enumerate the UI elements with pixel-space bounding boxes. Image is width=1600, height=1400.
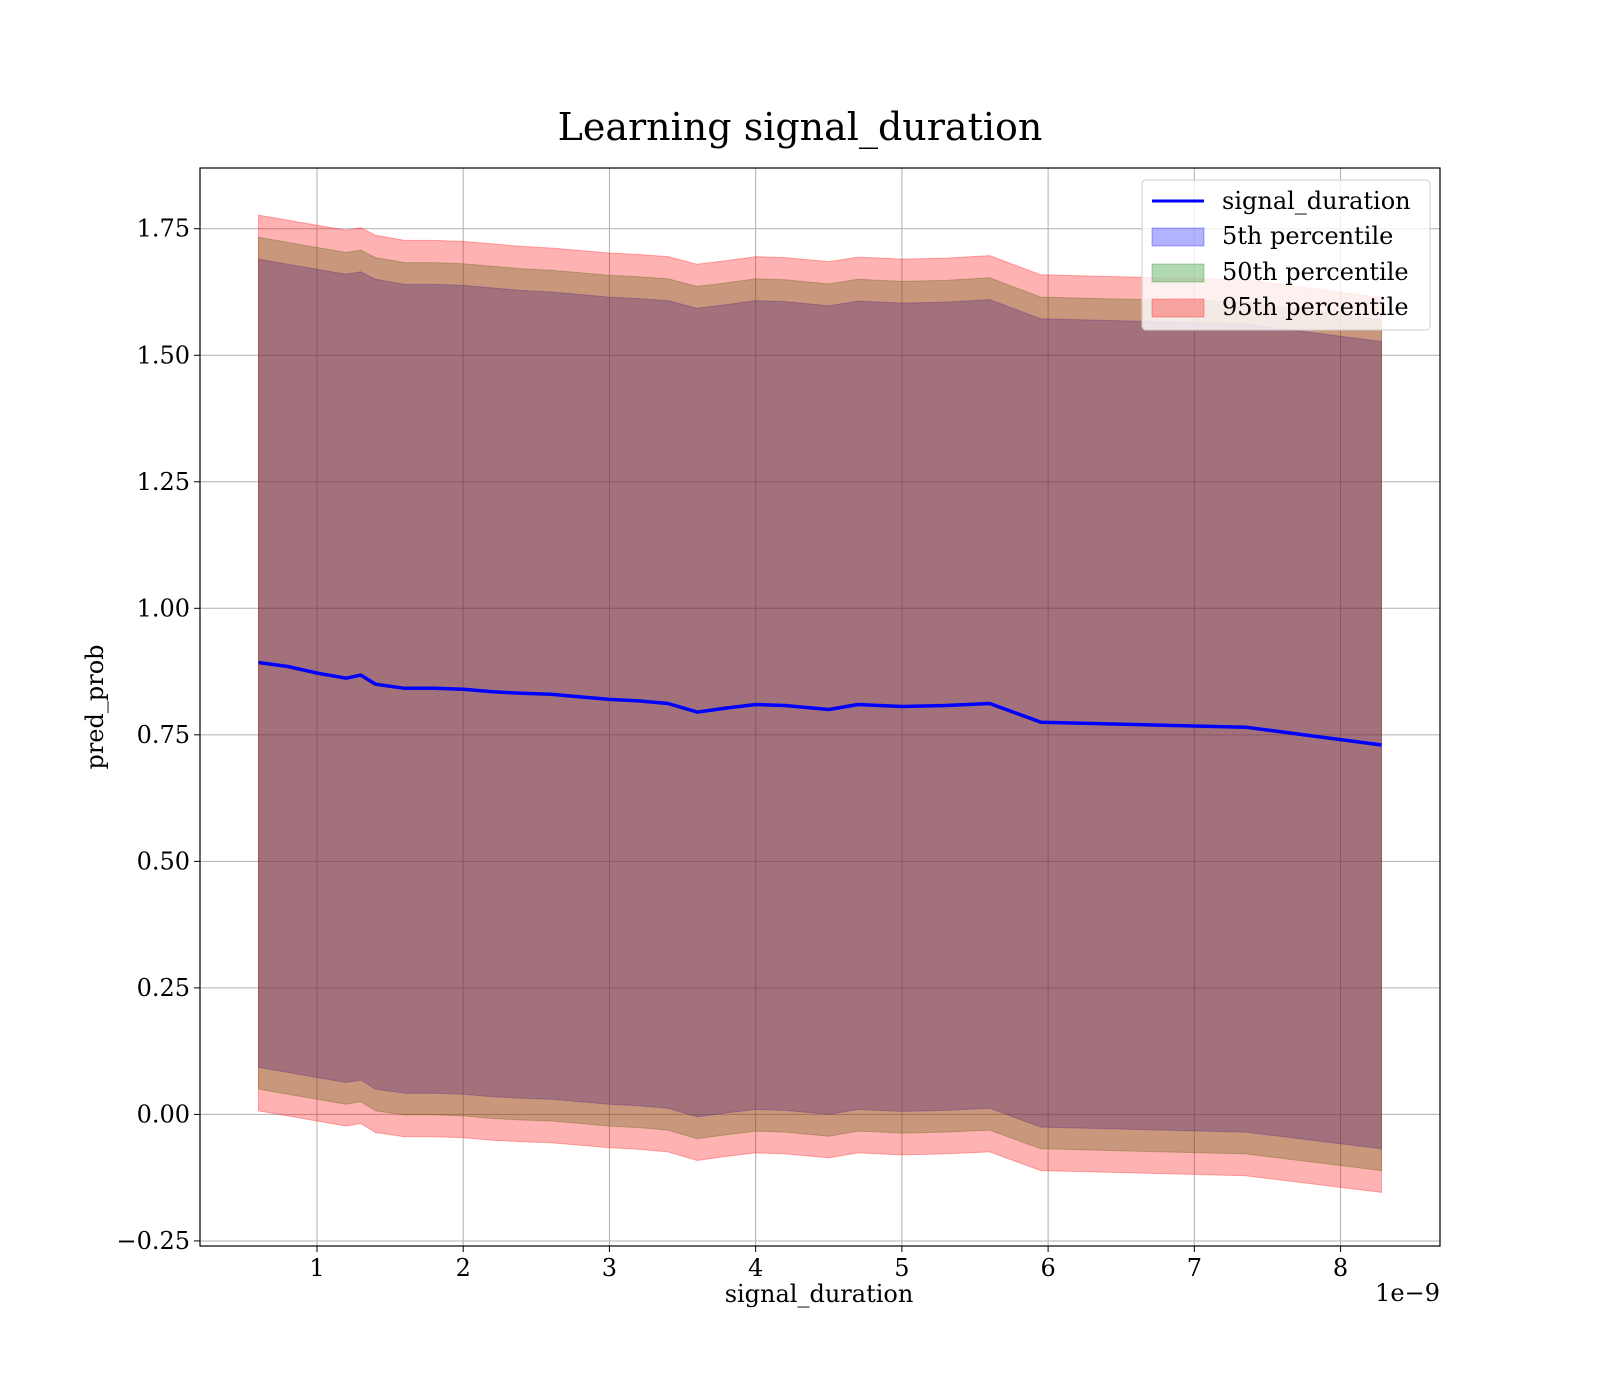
percentile-bands	[258, 214, 1382, 1193]
x-offset-label: 1e−9	[1375, 1279, 1440, 1307]
legend-label: signal_duration	[1222, 187, 1411, 215]
y-tick-label: 0.00	[137, 1100, 190, 1128]
legend: signal_duration 5th percentile 50th perc…	[1141, 179, 1431, 331]
legend-label: 95th percentile	[1222, 293, 1409, 321]
legend-frame	[1141, 179, 1431, 331]
series-line-signal_duration	[258, 660, 1382, 747]
x-tick-label: 8	[1333, 1254, 1348, 1282]
x-tick-label: 7	[1187, 1254, 1202, 1282]
axis-ticks: 1 2 3 4 5 6 7 8 −0.25 0.00 0.25 0.50 0.75 1.00 1.25 1.5…	[116, 215, 1348, 1282]
y-tick-label: −0.25	[116, 1227, 190, 1255]
y-tick-label: 1.00	[137, 594, 190, 622]
legend-swatch-50th	[1151, 263, 1205, 283]
x-tick-label: 6	[1040, 1254, 1055, 1282]
band-5th-percentile	[258, 258, 1382, 1150]
y-tick-label: 0.50	[137, 847, 190, 875]
y-tick-label: 0.75	[137, 721, 190, 749]
y-tick-label: 1.25	[137, 468, 190, 496]
legend-label: 50th percentile	[1222, 258, 1409, 286]
mean-line	[258, 660, 1382, 747]
y-tick-label: 1.75	[137, 215, 190, 243]
grid	[200, 168, 1440, 1246]
legend-label: 5th percentile	[1222, 222, 1393, 250]
plot-frame	[199, 167, 1441, 1247]
legend-swatch-95th	[1151, 298, 1205, 318]
x-tick-label: 2	[456, 1254, 471, 1282]
band-50th-percentile	[258, 236, 1382, 1172]
chart-title: Learning signal_duration	[558, 105, 1043, 150]
x-tick-label: 1	[309, 1254, 324, 1282]
x-tick-label: 5	[894, 1254, 909, 1282]
x-tick-label: 4	[748, 1254, 763, 1282]
legend-swatch-5th	[1151, 227, 1205, 247]
x-tick-label: 3	[602, 1254, 617, 1282]
y-tick-label: 1.50	[137, 341, 190, 369]
y-axis-label: pred_prob	[81, 644, 109, 769]
y-tick-label: 0.25	[137, 974, 190, 1002]
band-95th-percentile	[258, 214, 1382, 1193]
x-axis-label: signal_duration	[725, 1280, 914, 1308]
